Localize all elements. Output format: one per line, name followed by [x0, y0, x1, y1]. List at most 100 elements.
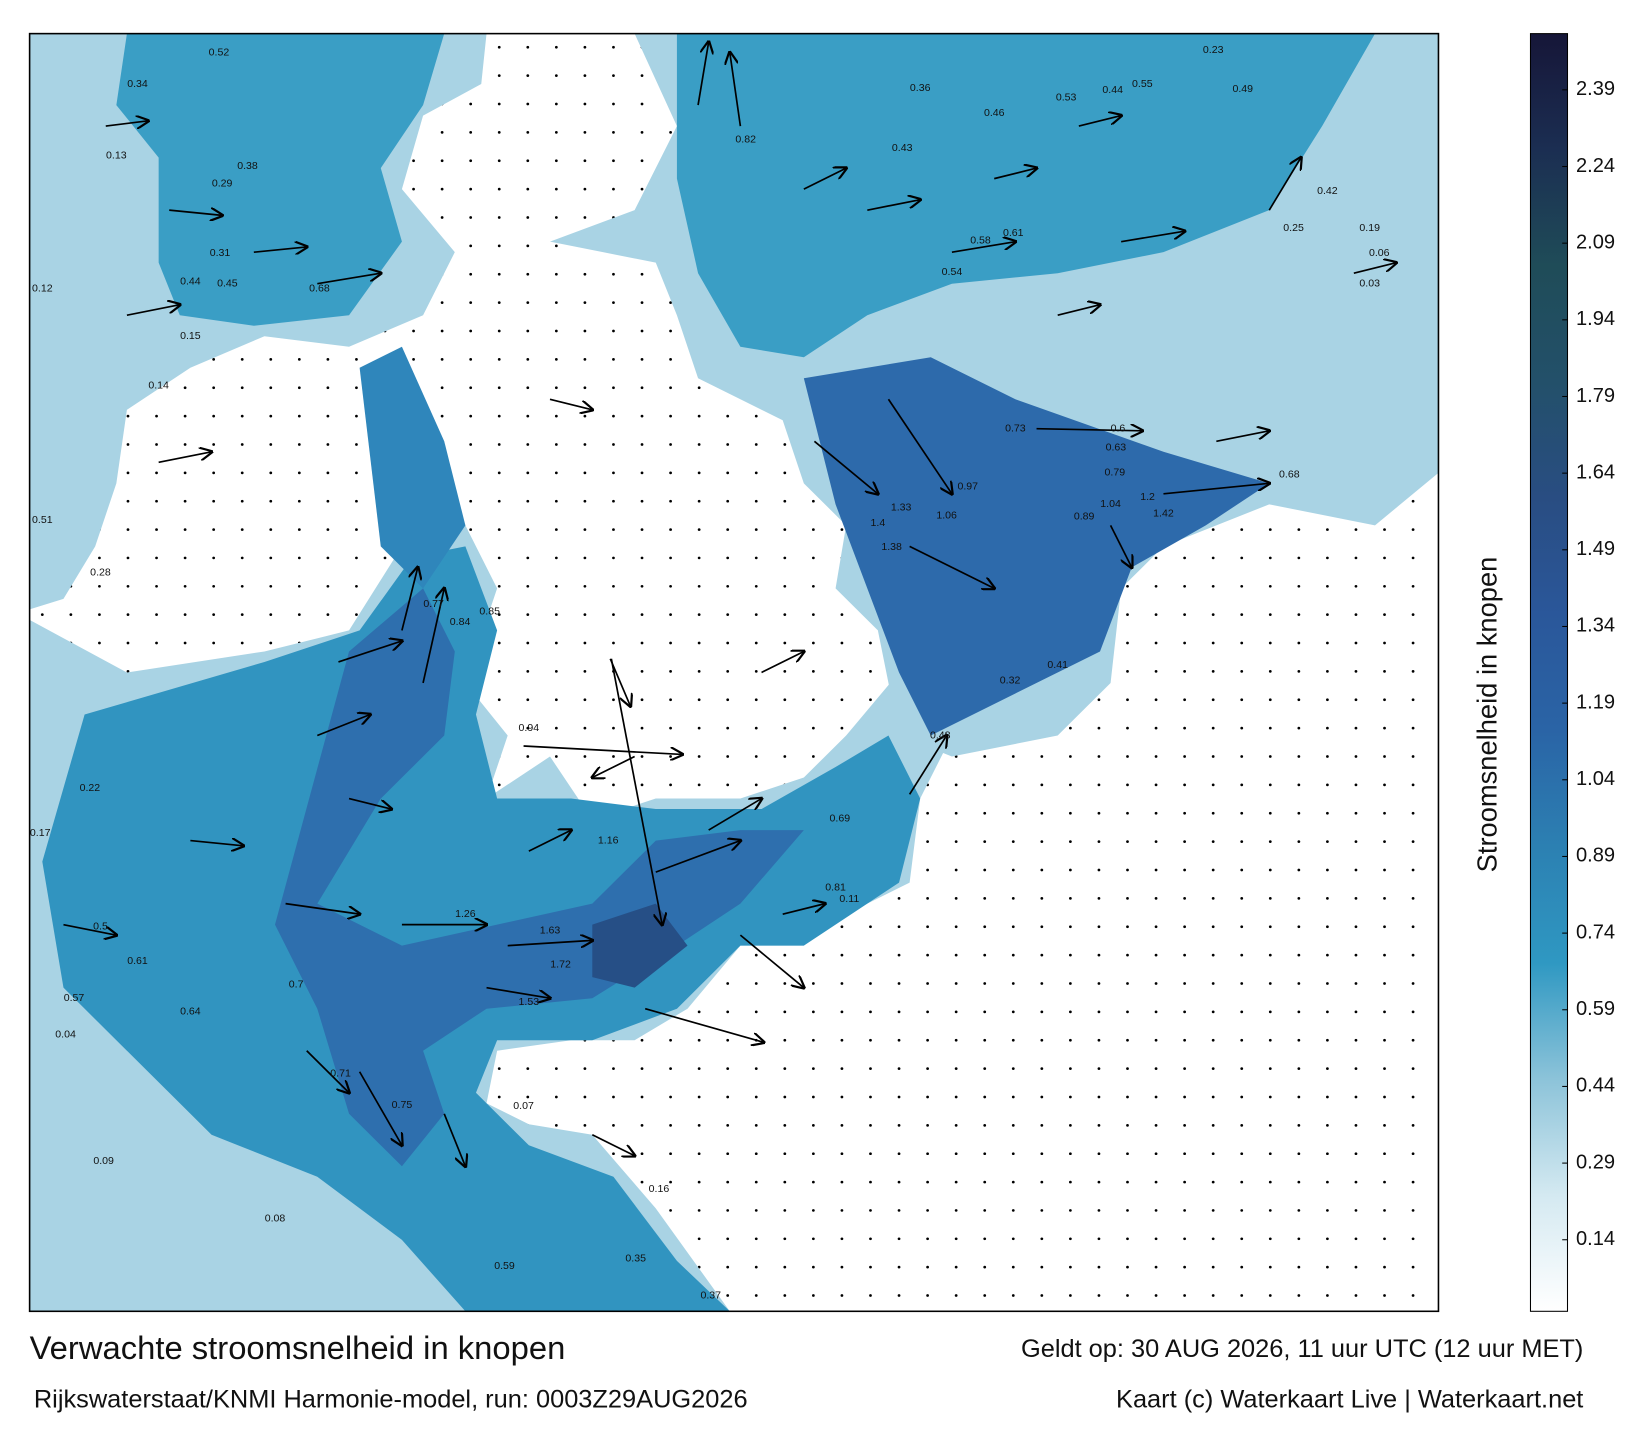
- grid-dot: [726, 670, 730, 673]
- grid-dot: [497, 216, 501, 219]
- grid-dot: [1354, 556, 1358, 560]
- grid-dot: [526, 329, 530, 333]
- grid-dot: [640, 471, 644, 475]
- grid-dot: [811, 1209, 815, 1212]
- grid-dot: [269, 556, 273, 560]
- grid-dot: [640, 755, 644, 758]
- grid-dot: [155, 443, 158, 446]
- grid-dot: [612, 414, 615, 418]
- grid-dot: [1097, 755, 1101, 758]
- grid-dot: [526, 584, 530, 588]
- grid-dot: [1383, 1010, 1386, 1014]
- grid-dot: [526, 301, 530, 304]
- grid-dot: [640, 1180, 644, 1184]
- grid-dot: [583, 74, 587, 78]
- grid-dot: [554, 499, 558, 503]
- grid-dot: [355, 528, 358, 531]
- grid-dot: [497, 698, 501, 702]
- grid-dot: [840, 613, 844, 617]
- grid-dot: [1411, 1067, 1415, 1070]
- grid-dot: [926, 1038, 929, 1042]
- grid-dot: [869, 1209, 872, 1212]
- grid-dot: [811, 499, 815, 503]
- grid-dot: [1040, 840, 1044, 843]
- grid-dot: [926, 1152, 929, 1156]
- grid-dot: [1326, 1294, 1329, 1297]
- grid-dot: [754, 1237, 758, 1241]
- grid-dot: [1211, 1209, 1215, 1212]
- value-label: 1.63: [540, 925, 561, 937]
- grid-dot: [1069, 1152, 1072, 1156]
- grid-dot: [640, 74, 644, 78]
- grid-dot: [1011, 1265, 1015, 1269]
- grid-dot: [811, 641, 815, 645]
- grid-dot: [440, 329, 444, 333]
- grid-dot: [754, 726, 758, 730]
- grid-dot: [783, 698, 787, 702]
- grid-dot: [1240, 670, 1244, 673]
- current-arrow: [306, 1050, 349, 1093]
- grid-dot: [726, 1265, 730, 1269]
- grid-dot: [355, 357, 358, 361]
- grid-dot: [355, 584, 358, 588]
- grid-dot: [1040, 1152, 1044, 1156]
- grid-dot: [497, 102, 501, 106]
- grid-dot: [983, 868, 987, 872]
- grid-dot: [811, 953, 815, 957]
- grid-dot: [1326, 840, 1329, 843]
- grid-dot: [1126, 1265, 1129, 1269]
- value-label: 0.37: [700, 1289, 721, 1301]
- grid-dot: [754, 613, 758, 617]
- grid-dot: [469, 102, 473, 106]
- grid-dot: [1326, 897, 1329, 900]
- grid-dot: [1354, 613, 1358, 617]
- colorbar-tick-label: 1.64: [1576, 461, 1615, 483]
- grid-dot: [1154, 755, 1158, 758]
- grid-dot: [869, 1123, 872, 1127]
- colorbar-tick-label: 1.94: [1576, 308, 1615, 330]
- grid-dot: [1011, 1180, 1015, 1184]
- grid-dot: [612, 102, 615, 106]
- grid-dot: [954, 1294, 958, 1297]
- grid-dot: [554, 1067, 558, 1070]
- grid-dot: [497, 357, 501, 361]
- grid-dot: [240, 641, 244, 645]
- grid-dot: [1297, 1265, 1301, 1269]
- grid-dot: [1383, 953, 1386, 957]
- grid-dot: [583, 499, 587, 503]
- value-label: 0.14: [148, 379, 169, 391]
- colorbar-tick-label: 1.49: [1576, 538, 1615, 560]
- grid-dot: [440, 187, 444, 191]
- grid-dot: [554, 528, 558, 531]
- grid-dot: [1326, 726, 1329, 730]
- grid-dot: [926, 1010, 929, 1014]
- grid-dot: [1354, 953, 1358, 957]
- grid-dot: [1411, 925, 1415, 929]
- value-label: 0.49: [1233, 83, 1254, 95]
- grid-dot: [954, 755, 958, 758]
- grid-dot: [183, 386, 187, 390]
- grid-dot: [840, 1123, 844, 1127]
- grid-dot: [897, 1010, 901, 1014]
- grid-dot: [669, 641, 672, 645]
- grid-dot: [554, 443, 558, 446]
- grid-dot: [1126, 698, 1129, 702]
- current-arrow: [887, 398, 951, 494]
- value-label: 0.5: [93, 921, 108, 933]
- grid-dot: [1011, 783, 1015, 787]
- colorbar-tick-label: 1.34: [1576, 615, 1615, 637]
- credit: Kaart (c) Waterkaart Live | Waterkaart.n…: [1116, 1385, 1583, 1413]
- grid-dot: [126, 670, 130, 673]
- grid-dot: [583, 613, 587, 617]
- grid-dot: [1011, 1294, 1015, 1297]
- grid-dot: [1268, 1180, 1272, 1184]
- grid-dot: [954, 1010, 958, 1014]
- grid-dot: [697, 698, 701, 702]
- grid-dot: [469, 131, 473, 134]
- grid-dot: [1240, 953, 1244, 957]
- grid-dot: [697, 1152, 701, 1156]
- grid-dot: [1097, 897, 1101, 900]
- current-arrow: [285, 902, 360, 915]
- grid-dot: [526, 45, 530, 49]
- colorbar-tick-label: 1.79: [1576, 385, 1615, 407]
